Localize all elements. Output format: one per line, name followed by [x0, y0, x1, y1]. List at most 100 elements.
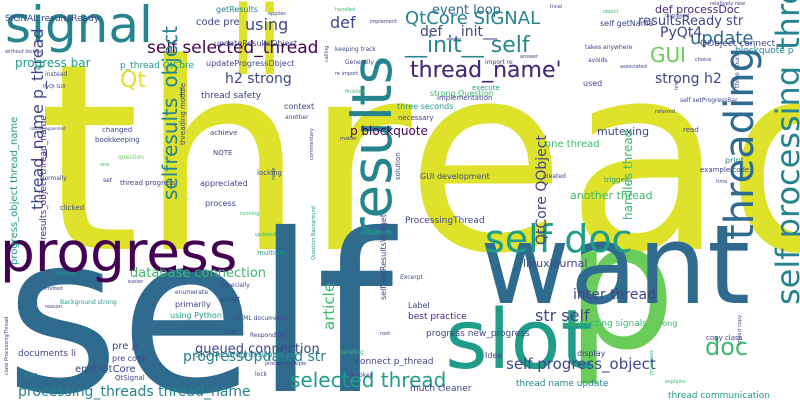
word: takes anywhere [585, 44, 633, 51]
word: progress new_progress [426, 329, 530, 339]
word: class ProcessingThread [4, 316, 10, 375]
word: p_thread QtCore [120, 61, 195, 71]
word: re import [335, 71, 359, 77]
word: finished [345, 89, 365, 95]
word: achieve [210, 129, 238, 137]
word: much cleaner [410, 384, 472, 394]
word: NOTE [213, 149, 233, 157]
word: thread_name' [410, 58, 562, 83]
word: answer [520, 54, 539, 60]
word: another thread [570, 189, 653, 202]
word: copy class [706, 334, 743, 342]
word: import copy [737, 314, 743, 345]
word: signal [5, 0, 153, 54]
word: results_appended [30, 126, 66, 131]
word: updateProgressObject [206, 59, 295, 68]
word: PyQt4 [660, 25, 703, 41]
word: three seconds [397, 102, 454, 111]
word: appreciated [200, 179, 248, 188]
word: lock [255, 371, 268, 378]
word: object [603, 9, 619, 15]
word: Qt [120, 68, 146, 93]
word: relatively new [710, 1, 746, 7]
word: thread communication [668, 391, 770, 400]
word: mutexing [597, 125, 650, 138]
word: displayed [665, 13, 690, 19]
word: connect p_thread [355, 357, 434, 367]
word: SIGNAL resultsReady [5, 14, 100, 24]
word: getResults [216, 5, 259, 14]
word: widget [220, 296, 241, 303]
word: Responding [250, 332, 286, 339]
word: try [65, 17, 72, 23]
word: running [240, 211, 260, 217]
word: results [340, 55, 404, 240]
word: import re [485, 59, 513, 66]
word: def [330, 13, 356, 32]
word: associated [620, 64, 647, 70]
word: necessary [398, 114, 434, 122]
word: especially [220, 282, 250, 289]
word: tivial [550, 4, 563, 10]
word: using [245, 15, 289, 34]
word: set [103, 177, 113, 184]
word: explains [665, 379, 686, 385]
word: print [725, 156, 744, 165]
word: thread [38, 9, 800, 311]
word: question [118, 154, 144, 161]
word: implement [370, 19, 397, 25]
word: pre code [112, 354, 147, 363]
word: __init__ self [405, 33, 530, 58]
word: best practice [408, 312, 467, 322]
word: triggers [604, 176, 632, 184]
word: display [577, 349, 606, 358]
word: Background strong [60, 299, 117, 306]
word: slot [445, 293, 593, 388]
word: p [565, 186, 677, 389]
word: threading module [179, 82, 187, 145]
word: queued connection [195, 342, 320, 357]
word: linuxjournal [523, 257, 588, 270]
word: doc [705, 333, 749, 361]
word: updated [255, 232, 276, 238]
word: execute [472, 84, 500, 92]
word: without locking [5, 49, 44, 55]
word: Excerpt [400, 274, 423, 281]
word: str self [535, 306, 590, 325]
word: commentary [309, 128, 315, 160]
word: node [271, 167, 277, 180]
word: root [380, 331, 391, 337]
word: sending [340, 349, 364, 356]
word: clicked [60, 204, 85, 212]
word: reason [45, 304, 62, 310]
word: resultsReady str [638, 14, 744, 29]
word: bookkeeping [95, 136, 140, 144]
word: enumerate [175, 289, 209, 296]
word: progressUpdated str [183, 349, 327, 365]
word: context [284, 102, 315, 111]
word: Normally [40, 175, 67, 182]
word: another [285, 114, 309, 121]
word: self [5, 187, 394, 400]
word: long [660, 319, 678, 328]
word: thread name update [516, 379, 609, 389]
word: solution [394, 152, 402, 180]
word: self getName [600, 19, 654, 28]
word: handled [335, 7, 356, 13]
word: QtSignal [115, 374, 145, 382]
word: GUI development [420, 172, 490, 181]
word: run [23, 371, 39, 381]
word: self setResultsWidget [379, 214, 388, 300]
word: strong h2 [655, 71, 722, 87]
word: documents li [18, 349, 76, 359]
word: choice [695, 57, 712, 63]
word: implementation [437, 94, 493, 102]
word: link [225, 329, 236, 336]
word: thread progress [120, 179, 176, 187]
word: read [683, 126, 699, 134]
word: pre p [112, 341, 138, 352]
word: using Python [170, 311, 222, 320]
word: update [690, 28, 754, 49]
word: processes [649, 350, 655, 375]
word: time [716, 179, 728, 185]
